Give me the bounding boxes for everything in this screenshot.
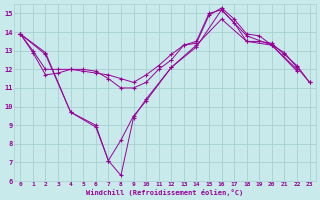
X-axis label: Windchill (Refroidissement éolien,°C): Windchill (Refroidissement éolien,°C) — [86, 189, 244, 196]
